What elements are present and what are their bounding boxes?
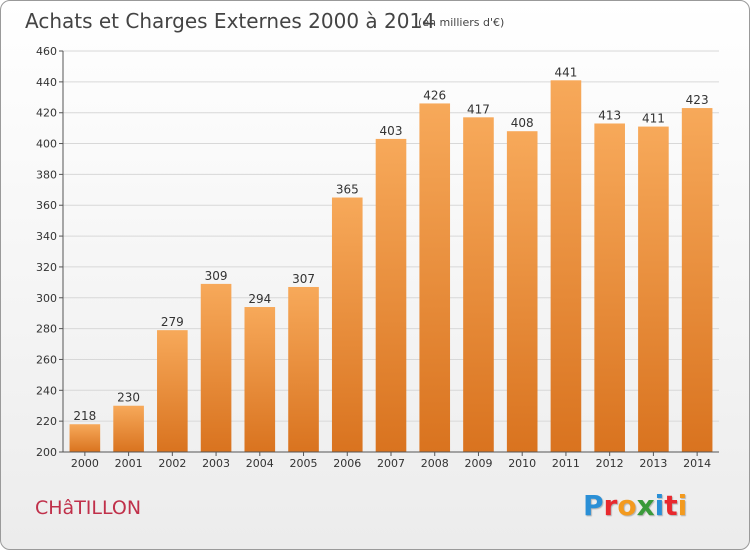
bar bbox=[550, 80, 582, 453]
town-name: CHâTILLON bbox=[35, 497, 142, 519]
y-tick-label: 420 bbox=[36, 107, 57, 120]
brand-letter: o bbox=[617, 489, 637, 522]
bars: 218 230 279 309 294 307 365 403 426 417 408 441 413 4… bbox=[69, 65, 713, 453]
data-label: 230 bbox=[117, 391, 140, 405]
y-tick-label: 280 bbox=[36, 323, 57, 336]
bar bbox=[638, 126, 669, 453]
bar bbox=[200, 283, 232, 452]
data-label: 307 bbox=[292, 272, 315, 286]
bar bbox=[375, 138, 407, 452]
x-tick-label: 2001 bbox=[115, 457, 143, 470]
data-label: 426 bbox=[423, 88, 446, 102]
axes: 200 220 240 260 280 300 320 340 360 380 400 420 440 4… bbox=[36, 45, 719, 470]
bar bbox=[69, 424, 101, 452]
x-tick-label: 2002 bbox=[158, 457, 186, 470]
data-label: 218 bbox=[73, 409, 96, 423]
data-label: 411 bbox=[642, 112, 665, 126]
data-label: 413 bbox=[598, 108, 621, 122]
x-tick-label: 2006 bbox=[333, 457, 361, 470]
data-label: 441 bbox=[554, 65, 577, 79]
x-tick-label: 2014 bbox=[683, 457, 711, 470]
brand-letter: x bbox=[636, 489, 655, 522]
data-label: 309 bbox=[205, 269, 228, 283]
bar bbox=[244, 307, 276, 452]
data-label: 408 bbox=[511, 116, 534, 130]
x-tick-label: 2011 bbox=[552, 457, 580, 470]
bar bbox=[419, 103, 451, 452]
y-tick-label: 220 bbox=[36, 415, 57, 428]
y-tick-label: 360 bbox=[36, 199, 57, 212]
data-label: 423 bbox=[686, 93, 709, 107]
y-tick-label: 320 bbox=[36, 261, 57, 274]
data-label: 365 bbox=[336, 183, 359, 197]
bar bbox=[594, 123, 625, 452]
chart-title: Achats et Charges Externes 2000 à 2014 bbox=[25, 9, 435, 33]
brand-letter: i bbox=[677, 489, 688, 522]
bar bbox=[113, 405, 144, 452]
x-tick-label: 2000 bbox=[71, 457, 99, 470]
bar bbox=[681, 108, 713, 453]
y-tick-label: 460 bbox=[36, 45, 57, 58]
x-tick-label: 2010 bbox=[508, 457, 536, 470]
x-tick-label: 2012 bbox=[596, 457, 624, 470]
data-label: 403 bbox=[380, 124, 403, 138]
x-tick-label: 2009 bbox=[464, 457, 492, 470]
bar bbox=[506, 131, 538, 452]
proxiti-logo[interactable]: Proxiti bbox=[583, 489, 687, 522]
data-label: 279 bbox=[161, 315, 184, 329]
bar bbox=[157, 330, 188, 452]
x-tick-label: 2007 bbox=[377, 457, 405, 470]
data-label: 294 bbox=[248, 292, 271, 306]
x-tick-label: 2003 bbox=[202, 457, 230, 470]
chart-subtitle: (en milliers d'€) bbox=[418, 16, 505, 29]
y-tick-label: 380 bbox=[36, 168, 57, 181]
y-tick-label: 440 bbox=[36, 76, 57, 89]
y-tick-label: 240 bbox=[36, 384, 57, 397]
brand-letter: P bbox=[583, 489, 604, 522]
data-label: 417 bbox=[467, 102, 490, 116]
x-tick-label: 2008 bbox=[421, 457, 449, 470]
bar bbox=[463, 117, 494, 453]
x-tick-label: 2013 bbox=[639, 457, 667, 470]
bar bbox=[288, 286, 319, 452]
x-tick-label: 2005 bbox=[290, 457, 318, 470]
y-tick-label: 400 bbox=[36, 138, 57, 151]
y-tick-label: 200 bbox=[36, 446, 57, 459]
brand-letter: r bbox=[603, 489, 618, 522]
bar bbox=[331, 197, 363, 452]
brand-letter: t bbox=[664, 489, 678, 522]
brand-letter: i bbox=[654, 489, 665, 522]
x-tick-label: 2004 bbox=[246, 457, 274, 470]
y-tick-label: 260 bbox=[36, 353, 57, 366]
y-tick-label: 340 bbox=[36, 230, 57, 243]
y-tick-label: 300 bbox=[36, 292, 57, 305]
